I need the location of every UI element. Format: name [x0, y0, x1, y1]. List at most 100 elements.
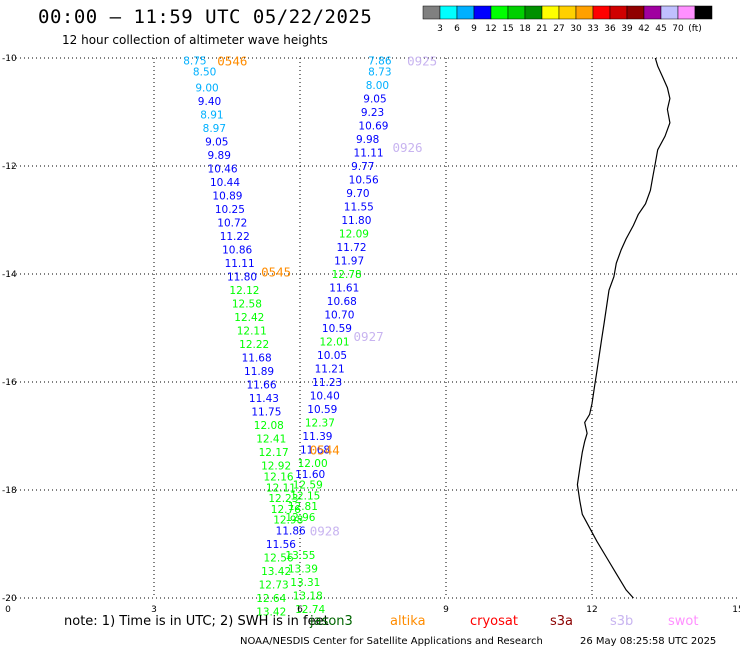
track-time-label: 0544	[310, 443, 340, 458]
colorbar: 3 6 9 12 15 18 21 27 30 33 36 39 42 45 70 (ft)	[422, 5, 713, 34]
swh-point: 8.50	[193, 67, 216, 79]
colorbar-label: 12	[485, 24, 496, 34]
chart-subtitle: 12 hour collection of altimeter wave hei…	[62, 33, 328, 47]
colorbar-swatch	[626, 5, 645, 20]
swh-point: 12.59	[293, 480, 323, 492]
swh-point: 10.68	[327, 296, 357, 308]
swh-point: 13.42	[256, 607, 286, 619]
satellite-legend: jason3 altika cryosat s3a s3b swot	[309, 614, 698, 629]
coastline-path	[576, 57, 671, 599]
colorbar-swatch	[490, 5, 509, 20]
swh-point: 11.56	[266, 539, 296, 551]
series-s3b: 7.868.738.00 9.059.23 10.699.98 11.119.77 10…	[285, 56, 391, 616]
y-tick-label: -18	[2, 486, 17, 496]
swh-point: 13.18	[293, 590, 323, 602]
swh-point: 8.91	[200, 110, 223, 122]
swh-point: 11.86	[276, 526, 306, 538]
swh-point: 8.73	[368, 67, 391, 79]
swh-point: 9.77	[351, 161, 374, 173]
swh-point: 12.01	[319, 337, 349, 349]
swh-point: 12.64	[256, 593, 286, 605]
swh-point: 10.89	[212, 191, 242, 203]
colorbar-label: 42	[638, 24, 649, 34]
swh-point: 13.31	[290, 577, 320, 589]
x-tick-label: 12	[586, 605, 597, 615]
colorbar-label: 27	[553, 24, 564, 34]
colorbar-swatch	[507, 5, 526, 20]
colorbar-label: (ft)	[688, 24, 702, 34]
series-altika: 8.758.509.009.408.918.979.059.8910.4610.…	[183, 56, 306, 619]
colorbar-label: 21	[536, 24, 547, 34]
satellite-jason3: jason3	[309, 614, 353, 629]
swh-point: 11.89	[244, 366, 274, 378]
x-tick-label: 3	[151, 605, 157, 615]
colorbar-swatch	[592, 5, 611, 20]
swh-point: 10.25	[215, 204, 245, 216]
swh-point: 9.05	[363, 94, 386, 106]
colorbar-label: 70	[672, 24, 684, 34]
swh-point: 12.12	[229, 285, 259, 297]
swh-point: 8.97	[203, 123, 226, 135]
coastline	[576, 57, 671, 599]
x-tick-label: 0	[5, 605, 11, 615]
swh-point: 11.60	[295, 469, 325, 481]
satellite-s3a: s3a	[550, 614, 573, 629]
timestamp-text: 26 May 08:25:58 UTC 2025	[580, 636, 716, 647]
swh-point: 12.78	[332, 269, 362, 281]
swh-point: 11.80	[227, 272, 257, 284]
footer: note: 1) Time is in UTC; 2) SWH is in fe…	[64, 614, 716, 647]
swh-point: 12.23	[268, 493, 298, 505]
swh-point: 9.89	[208, 150, 231, 162]
colorbar-swatch	[677, 5, 696, 20]
colorbar-label: 45	[655, 24, 666, 34]
swh-point: 9.23	[361, 107, 384, 119]
swh-point: 10.56	[349, 175, 379, 187]
swh-point: 10.70	[324, 310, 354, 322]
swh-point: 10.40	[310, 391, 340, 403]
swh-point: 11.23	[312, 377, 342, 389]
swh-point: 12.17	[259, 447, 289, 459]
swh-point: 9.00	[195, 83, 218, 95]
swh-point: 7.86	[368, 56, 392, 68]
swh-point: 11.22	[220, 231, 250, 243]
colorbar-label: 3	[437, 24, 443, 34]
swh-point: 13.39	[288, 563, 318, 575]
colorbar-swatch	[609, 5, 628, 20]
colorbar-swatch	[541, 5, 560, 20]
swh-point: 11.39	[302, 431, 332, 443]
swh-point: 10.86	[222, 245, 252, 257]
y-tick-label: -10	[2, 54, 17, 64]
x-tick-label: 9	[443, 605, 449, 615]
swh-point: 10.69	[358, 121, 388, 133]
swh-point: 10.59	[307, 404, 337, 416]
swh-point: 12.56	[264, 553, 294, 565]
credit-text: NOAA/NESDIS Center for Satellite Applica…	[240, 636, 543, 647]
swh-point: 9.05	[205, 137, 228, 149]
swh-point: 8.00	[366, 80, 389, 92]
swh-point: 9.70	[346, 188, 369, 200]
swh-point: 10.05	[317, 350, 347, 362]
swh-point: 12.11	[266, 482, 296, 494]
y-tick-label: -12	[2, 162, 17, 172]
swh-point: 12.98	[273, 515, 303, 527]
swh-point: 11.21	[315, 364, 345, 376]
colorbar-swatch	[422, 5, 441, 20]
track-time-label: 0546	[217, 54, 247, 69]
colorbar-swatch	[694, 5, 713, 20]
colorbar-label: 18	[519, 24, 531, 34]
swh-point: 10.44	[210, 177, 240, 189]
satellite-altika: altika	[390, 614, 426, 629]
swh-point: 12.09	[339, 229, 369, 241]
colorbar-label: 6	[454, 24, 460, 34]
satellite-cryosat: cryosat	[470, 614, 518, 629]
swh-point: 12.73	[259, 580, 289, 592]
colorbar-swatch	[473, 5, 492, 20]
swh-point: 12.00	[298, 458, 328, 470]
swh-point: 12.81	[288, 501, 318, 513]
track-time-label: 0927	[354, 329, 384, 344]
colorbar-swatch	[439, 5, 458, 20]
axis-ticks: 0 3 6 9 12 15 -10 -12 -14 -16 -18 -20	[2, 54, 740, 615]
track-labels: 0546 0545 0544 0925 0926 0927 0928	[217, 54, 437, 539]
x-tick-label: 6	[297, 605, 303, 615]
